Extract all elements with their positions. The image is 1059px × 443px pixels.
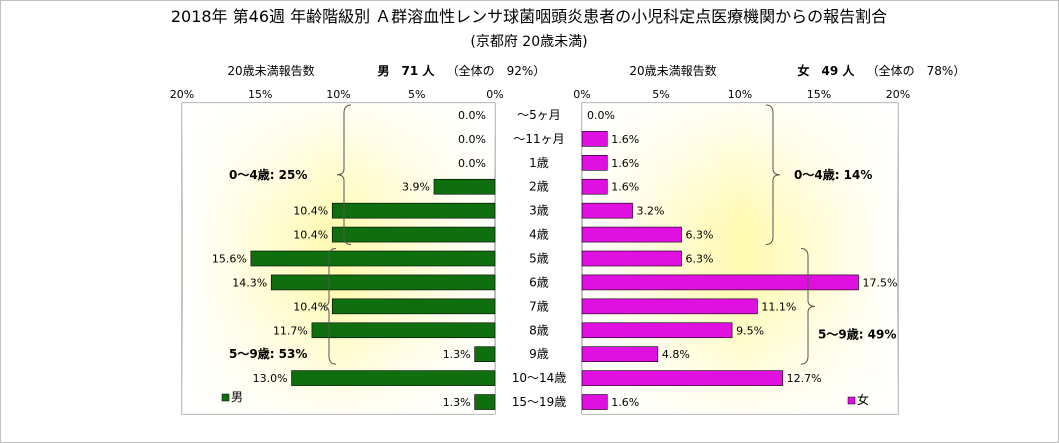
data-label-female: 9.5% [736,324,764,337]
legend-swatch-male [221,393,230,402]
bar-female [581,322,733,339]
data-label-male: 11.7% [273,324,308,337]
right-header-count-label: 20歳未満報告数 [629,63,716,78]
data-label-female: 1.6% [611,181,639,194]
bracket-male-0-4 [336,104,352,246]
category-label: 3歳 [529,204,549,218]
data-label-male: 0.0% [458,109,486,122]
bar-male [331,202,496,219]
category-label: ～5ヶ月 [517,108,561,122]
data-label-male: 13.0% [253,372,288,385]
data-label-male: 1.3% [443,348,471,361]
left-header-count-label: 20歳未満報告数 [227,63,314,78]
category-label: 5歳 [529,252,549,266]
bar-female [581,274,859,291]
bar-male [270,274,496,291]
bracket-female-5-9 [800,248,816,365]
data-label-female: 17.5% [863,276,898,289]
data-label-female: 11.1% [761,300,796,313]
x-tick-label-right: 5% [652,88,669,101]
bar-female [581,178,608,195]
data-label-male: 0.0% [458,157,486,170]
category-label: 8歳 [529,323,549,337]
x-tick-label-right: 0% [573,88,590,101]
right-header-share: （全体の 78%） [867,63,966,78]
category-label: 10～14歳 [512,371,567,385]
category-label: 15～19歳 [512,395,567,409]
x-tick-label-right: 15% [807,88,831,101]
bar-female [581,346,659,362]
x-tick-label-left: 10% [326,88,350,101]
group-label-male-0-4: 0～4歳: 25% [229,167,307,182]
data-label-female: 12.7% [787,372,822,385]
left-header-total: 男 71 人 [378,63,436,78]
x-tick-label-right: 10% [728,88,752,101]
data-label-female: 1.6% [611,157,639,170]
data-label-female: 1.6% [611,396,639,409]
category-label: 6歳 [529,275,549,289]
bar-female [581,370,783,386]
group-label-female-0-4: 0～4歳: 14% [794,167,872,182]
bar-male [291,370,496,386]
right-header-total: 女 49 人 [798,63,856,78]
category-label: 9歳 [529,347,549,361]
bar-female [581,298,758,315]
data-label-female: 6.3% [686,253,714,266]
data-label-female: 3.2% [637,205,665,218]
category-label: 7歳 [529,299,549,313]
category-label: 4歳 [529,228,549,242]
bar-female [581,226,682,243]
bar-male [331,298,496,315]
data-label-male: 0.0% [458,133,486,146]
data-label-female: 4.8% [662,348,690,361]
left-header-share: （全体の 92%） [447,63,546,78]
bar-male [433,178,496,195]
x-tick-label-left: 5% [408,88,425,101]
data-label-female: 6.3% [686,229,714,242]
x-tick-label-left: 15% [248,88,272,101]
bracket-female-0-4 [765,104,781,246]
category-label: ～11ヶ月 [513,132,564,146]
chart-marks: 20% 15% 10% 5% 0% 0% 5% 10% 15% 20% ～5ヶ月 ～11ヶ月 1歳 2歳 3… [170,88,910,410]
bar-female [581,394,608,410]
category-label: 1歳 [529,156,549,170]
group-label-female-5-9: 5～9歳: 49% [818,326,896,341]
bar-male [474,394,496,410]
chart-title: 2018年 第46週 年齢階級別 Ａ群溶血性レンサ球菌咽頭炎患者の小児科定点医療… [171,7,887,26]
legend-swatch-female [847,396,856,405]
data-label-female: 1.6% [611,133,639,146]
data-label-male: 3.9% [402,181,430,194]
x-tick-label-right: 20% [886,88,910,101]
data-label-female: 0.0% [587,109,615,122]
group-label-male-5-9: 5～9歳: 53% [229,346,307,361]
data-label-male: 14.3% [232,276,267,289]
bar-female [581,250,682,267]
bar-female [581,131,608,147]
data-label-male: 10.4% [293,229,328,242]
data-label-male: 10.4% [293,300,328,313]
bar-male [474,346,496,362]
category-label: 2歳 [529,180,549,194]
bracket-male-5-9 [321,248,337,365]
data-label-male: 1.3% [443,396,471,409]
bar-male [331,226,496,243]
bar-female [581,155,608,171]
x-tick-label-left: 0% [486,88,503,101]
legend-label-female: 女 [857,392,869,407]
data-label-male: 15.6% [212,253,247,266]
bar-male [250,250,496,267]
bar-male [311,322,496,339]
bar-female [581,202,633,219]
x-tick-label-left: 20% [170,88,194,101]
chart-subtitle: (京都府 20歳未満) [470,34,587,50]
legend-label-male: 男 [231,390,243,404]
data-label-male: 10.4% [293,205,328,218]
